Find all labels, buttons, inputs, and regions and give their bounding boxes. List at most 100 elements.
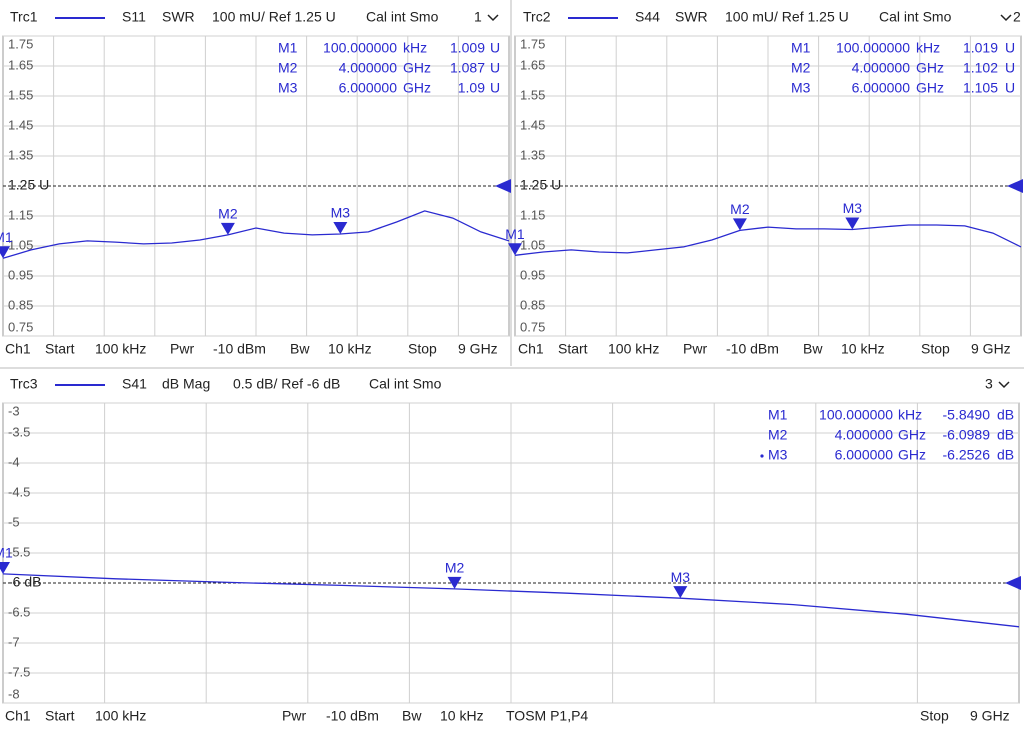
trace [2,210,510,259]
y-tick-label: -5.5 [8,544,30,559]
y-tick-label: 1.65 [8,57,33,72]
y-tick-label: -7.5 [8,664,30,679]
y-tick-label: -4 [8,454,20,469]
y-tick-label: 1.55 [8,87,33,102]
marker-readout-name: M3 [278,80,298,96]
marker-triangle[interactable] [220,222,235,235]
marker-triangle[interactable] [333,222,348,234]
marker-readout-value-unit: U [1005,60,1015,76]
marker-label: M3 [331,205,351,221]
reference-marker [1005,576,1021,590]
footer-item: Pwr [683,341,707,357]
marker-readout-value-unit: U [490,60,500,76]
marker-readout-value: 1.102 [963,60,998,76]
header-cal: Cal int Smo [369,376,442,392]
footer-item: Pwr [282,708,306,724]
header-channel: 3 [985,376,993,392]
marker-readout-value-unit: dB [997,447,1014,463]
header-format: SWR [675,9,708,25]
y-tick-label: 1.25 U [8,177,49,193]
y-tick-label: 1.75 [8,36,33,51]
marker-triangle[interactable] [0,246,10,259]
channel-menu[interactable] [1000,14,1012,22]
marker-readout-stimulus: 100.000000 [819,407,893,423]
footer-item: 100 kHz [95,341,146,357]
marker-label: M2 [730,201,750,217]
y-tick-label: 0.85 [520,297,545,312]
marker-readout-unit: GHz [916,60,944,76]
marker-readout-value: 1.105 [963,80,998,96]
footer-item: 10 kHz [841,341,885,357]
footer-item: -10 dBm [326,708,379,724]
footer-item: Start [558,341,588,357]
y-tick-label: 0.75 [8,319,33,334]
footer-item: TOSM P1,P4 [506,708,588,724]
footer-item: Bw [290,341,310,357]
marker-triangle[interactable] [732,218,747,231]
marker-readout-stimulus: 4.000000 [852,60,911,76]
marker-readout-value: -6.2526 [943,447,991,463]
y-tick-label: 0.75 [520,319,545,334]
marker-triangle[interactable] [673,586,688,599]
marker-readout-unit: GHz [898,447,926,463]
marker-triangle[interactable] [508,243,522,256]
trace-name: Trc1 [10,9,38,25]
marker-readout-value-unit: U [1005,40,1015,56]
footer-item: -10 dBm [213,341,266,357]
marker-readout-value: -5.8490 [943,407,991,423]
y-tick-label: 1.15 [8,207,33,222]
active-marker-dot [760,454,764,458]
y-tick-label: 1.75 [520,36,545,51]
header-cal: Cal int Smo [366,9,439,25]
y-tick-label: -5 [8,514,20,529]
y-tick-label: -6.5 [8,604,30,619]
y-tick-label: 0.95 [8,267,33,282]
footer-item: Stop [920,708,949,724]
marker-readout-value-unit: U [490,80,500,96]
marker-triangle[interactable] [447,576,462,589]
header-parameter: S41 [122,376,147,392]
footer-item: Ch1 [518,341,544,357]
footer-item: Start [45,341,75,357]
marker-readout-unit: GHz [916,80,944,96]
marker-label: M1 [0,229,13,245]
marker-readout-name: M3 [768,447,788,463]
marker-readout-value-unit: dB [997,427,1014,443]
footer-item: 9 GHz [970,708,1010,724]
footer-item: Bw [803,341,823,357]
marker-readout-name: M1 [278,40,298,56]
marker-readout-unit: kHz [403,40,427,56]
marker-label: M3 [843,200,863,216]
marker-label: M1 [0,545,13,561]
reference-marker [495,179,511,193]
channel-menu[interactable] [487,14,499,22]
y-tick-label: 1.35 [8,147,33,162]
marker-readout-unit: GHz [403,80,431,96]
marker-readout-stimulus: 4.000000 [339,60,398,76]
header-format: SWR [162,9,195,25]
header-scale: 0.5 dB/ Ref -6 dB [233,376,340,392]
footer-item: Ch1 [5,708,31,724]
y-tick-label: -8 [8,686,20,701]
header-cal: Cal int Smo [879,9,952,25]
marker-readout-stimulus: 6.000000 [852,80,911,96]
y-tick-label: -4.5 [8,484,30,499]
marker-readout-stimulus: 6.000000 [835,447,894,463]
footer-item: Stop [408,341,437,357]
marker-readout-stimulus: 100.000000 [323,40,397,56]
marker-readout-unit: kHz [916,40,940,56]
marker-readout-name: M1 [791,40,811,56]
channel-menu[interactable] [998,381,1010,389]
trace [514,224,1022,256]
y-tick-label: 0.85 [8,297,33,312]
y-tick-label: 1.25 U [520,177,561,193]
header-parameter: S11 [122,9,146,25]
marker-triangle[interactable] [845,217,860,230]
marker-triangle[interactable] [0,561,10,574]
marker-readout-unit: GHz [898,427,926,443]
header-channel: 2 [1013,9,1021,25]
reference-marker [1007,179,1023,193]
marker-readout-name: M2 [278,60,298,76]
trace-name: Trc3 [10,376,38,392]
